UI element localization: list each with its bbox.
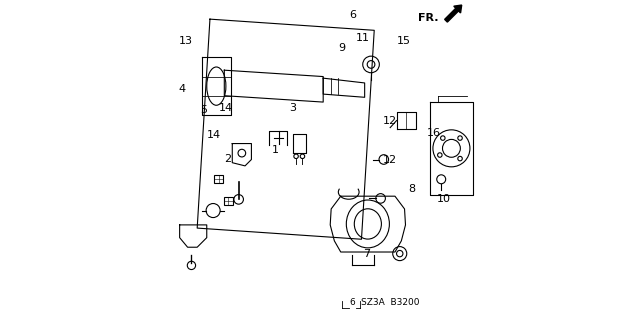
Text: 8: 8 — [408, 184, 415, 194]
Text: 4: 4 — [179, 84, 186, 94]
Text: 12: 12 — [383, 155, 397, 165]
Bar — [224, 197, 232, 205]
Text: 9: 9 — [338, 43, 345, 54]
Text: 14: 14 — [207, 130, 221, 140]
Text: 13: 13 — [179, 36, 193, 46]
Text: 16: 16 — [427, 128, 440, 138]
Bar — [214, 175, 223, 183]
Text: 1: 1 — [272, 145, 279, 155]
Text: 6: 6 — [349, 298, 355, 307]
Text: 2: 2 — [224, 154, 231, 165]
FancyArrow shape — [445, 5, 461, 22]
Text: 5: 5 — [200, 105, 207, 115]
Text: 11: 11 — [356, 33, 370, 43]
Text: FR.: FR. — [417, 12, 438, 23]
Text: 3: 3 — [289, 103, 296, 114]
Text: 14: 14 — [219, 103, 233, 113]
Text: SZ3A  B3200: SZ3A B3200 — [361, 298, 419, 307]
Text: 10: 10 — [436, 194, 451, 204]
Text: 15: 15 — [397, 36, 411, 46]
Text: 7: 7 — [363, 249, 370, 259]
Text: 6: 6 — [349, 10, 356, 20]
Text: 12: 12 — [383, 115, 397, 126]
